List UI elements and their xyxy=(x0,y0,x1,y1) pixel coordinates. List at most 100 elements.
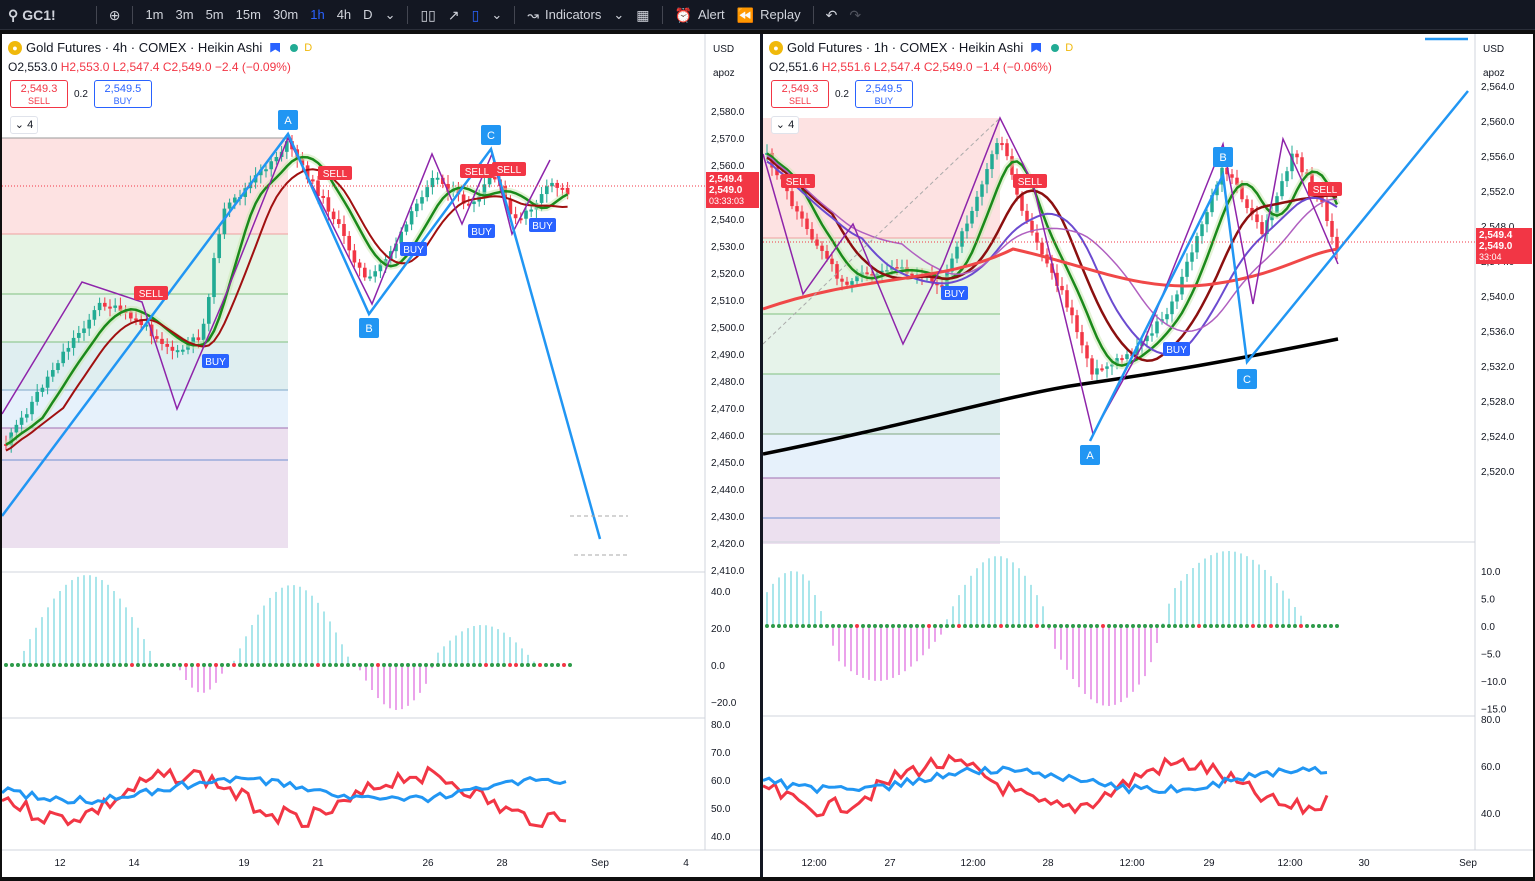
wave-point-B[interactable]: B xyxy=(359,318,379,338)
redo-button[interactable]: ↷ xyxy=(843,0,867,30)
candle-body xyxy=(97,302,102,311)
interval-button-4h[interactable]: 4h xyxy=(336,7,352,22)
scale-label: apoz xyxy=(713,68,735,79)
zero-dot xyxy=(1161,624,1165,628)
collapse-legend-button[interactable]: ⌄ 4 xyxy=(10,116,38,134)
zero-dot xyxy=(813,624,817,628)
signal-badge xyxy=(468,224,495,238)
signal-badge xyxy=(529,218,556,232)
candle-body xyxy=(960,231,964,247)
replay-button[interactable]: ⏪ Replay xyxy=(731,0,807,30)
candle-body xyxy=(191,337,196,345)
zero-dot xyxy=(334,663,338,667)
price-tick-label: 2,528.0 xyxy=(1481,397,1515,408)
compare-button[interactable]: ⊕ xyxy=(103,0,127,30)
candle-body xyxy=(139,319,144,325)
signal-badge xyxy=(400,242,427,256)
plus-circle-icon: ⊕ xyxy=(108,6,121,23)
alert-button[interactable]: ⏰ Alert xyxy=(669,0,731,30)
buy-button[interactable]: 2,549.5 BUY xyxy=(854,80,913,108)
indicators-dropdown-button[interactable]: ⌄ xyxy=(607,0,630,30)
rsi-tick-label: 40.0 xyxy=(711,832,731,843)
wave-point-A[interactable]: A xyxy=(278,110,298,130)
buy-label: BUY xyxy=(113,96,133,106)
interval-dropdown-button[interactable]: ⌄ xyxy=(379,0,402,30)
interval-button-3m[interactable]: 3m xyxy=(175,7,194,22)
flag-icon[interactable] xyxy=(270,42,281,53)
indicator-count: 4 xyxy=(788,119,795,131)
layout-button[interactable]: ▦ xyxy=(630,0,655,30)
pane-divider[interactable] xyxy=(760,34,763,877)
price-tick-label: 2,536.0 xyxy=(1481,327,1515,338)
wave-point-C[interactable]: C xyxy=(1237,369,1257,389)
collapse-legend-button[interactable]: ⌄ 4 xyxy=(771,116,799,134)
candle-body xyxy=(985,169,989,185)
zero-dot xyxy=(160,663,164,667)
zero-dot xyxy=(550,663,554,667)
zero-dot xyxy=(1215,624,1219,628)
signal-label: SELL xyxy=(497,165,522,176)
candle-body xyxy=(1050,263,1054,273)
style-dropdown-button[interactable]: ⌄ xyxy=(485,0,508,30)
chart-title[interactable]: Gold Futures · 4h · COMEX · Heikin Ashi xyxy=(26,40,263,55)
candle-body xyxy=(331,211,336,220)
price-tag-bg xyxy=(1476,228,1532,264)
chart-pane-4h[interactable]: A B C SELL SELL SELL SELL BUY BUY BUY BUY USD apoz 2,… xyxy=(2,34,760,877)
candle-body xyxy=(461,194,466,204)
interval-button-15m[interactable]: 15m xyxy=(235,7,261,22)
zero-dot xyxy=(1041,624,1045,628)
flag-icon[interactable] xyxy=(1031,42,1042,53)
wave-point-label: C xyxy=(1243,374,1251,386)
signal-label: BUY xyxy=(532,221,553,232)
zero-dot xyxy=(1167,624,1171,628)
signal-label: BUY xyxy=(471,227,492,238)
line-style-button[interactable]: ↗ xyxy=(442,0,466,30)
signal-badge xyxy=(781,174,815,188)
indicators-button[interactable]: ↝ Indicators xyxy=(521,0,607,30)
candle-body xyxy=(19,417,24,425)
interval-button-30m[interactable]: 30m xyxy=(272,7,299,22)
sell-button[interactable]: 2,549.3 SELL xyxy=(10,80,68,108)
undo-button[interactable]: ↶ xyxy=(820,0,844,30)
zero-dot xyxy=(148,663,152,667)
zero-dot xyxy=(184,663,188,667)
interval-button-5m[interactable]: 5m xyxy=(205,7,224,22)
replay-label: Replay xyxy=(760,7,801,22)
zero-dot xyxy=(1107,624,1111,628)
bar-style-button[interactable]: ▯▯ xyxy=(414,0,441,30)
market-open-icon xyxy=(1051,43,1060,52)
candle-body xyxy=(206,297,211,324)
candle-body xyxy=(160,338,164,344)
chart-canvas-4h[interactable]: A B C SELL SELL SELL SELL BUY BUY BUY BUY USD apoz 2,… xyxy=(2,34,760,877)
chart-title[interactable]: Gold Futures · 1h · COMEX · Heikin Ashi xyxy=(787,40,1024,55)
sell-button[interactable]: 2,549.3 SELL xyxy=(771,80,829,108)
ma-100-line xyxy=(763,247,1339,311)
zero-dot xyxy=(280,663,284,667)
candle-body xyxy=(1190,252,1194,262)
wave-point-C[interactable]: C xyxy=(481,125,501,145)
moving-average-line xyxy=(5,168,568,452)
interval-button-1h[interactable]: 1h xyxy=(310,7,325,22)
interval-button-D[interactable]: D xyxy=(363,7,373,22)
candle-body xyxy=(1140,341,1144,347)
buy-button[interactable]: 2,549.5 BUY xyxy=(93,80,152,108)
candle-body xyxy=(980,184,984,197)
osc-tick-label: 5.0 xyxy=(1481,595,1495,606)
wave-point-box xyxy=(359,318,379,338)
price-tick-label: 2,524.0 xyxy=(1481,432,1515,443)
moving-average-line xyxy=(5,155,569,446)
zero-dot xyxy=(975,624,979,628)
symbol-search-button[interactable]: ⚲ GC1! xyxy=(0,0,62,30)
interval-button-1m[interactable]: 1m xyxy=(145,7,164,22)
wave-point-A[interactable]: A xyxy=(1080,445,1100,465)
chart-canvas-1h[interactable]: A B C SELL SELL SELL BUY BUY USD apoz 2,564.0 2,560… xyxy=(763,34,1533,877)
price-tick-label: 2,480.0 xyxy=(711,377,745,388)
chart-pane-1h[interactable]: A B C SELL SELL SELL BUY BUY USD apoz 2,564.0 2,560… xyxy=(763,34,1533,877)
zero-dot xyxy=(370,663,374,667)
heikin-style-button[interactable]: ▯ xyxy=(466,0,486,30)
wave-point-B[interactable]: B xyxy=(1213,147,1233,167)
zero-dot xyxy=(867,624,871,628)
moving-average-line xyxy=(766,152,1339,367)
divider xyxy=(407,5,409,24)
